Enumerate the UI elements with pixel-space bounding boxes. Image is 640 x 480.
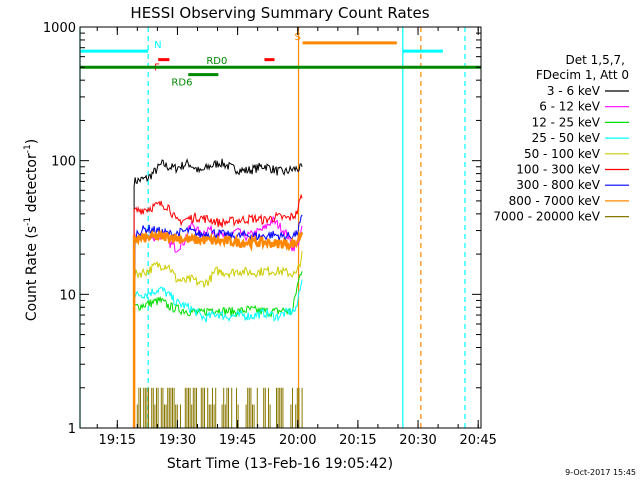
x-tick-label-2015: 20:15 bbox=[339, 433, 376, 448]
legend-header-line-2: FDecim 1, Att 0 bbox=[536, 68, 629, 82]
series-50-100-kev bbox=[133, 251, 303, 428]
x-tick-label-2045: 20:45 bbox=[459, 433, 496, 448]
flag-n-label: N bbox=[154, 40, 161, 51]
series-25-50-kev bbox=[133, 279, 303, 428]
legend-label-300-800-kev: 300 - 800 keV bbox=[516, 178, 600, 192]
legend-label-100-300-kev: 100 - 300 keV bbox=[516, 163, 600, 177]
legend-label-7000-20000-kev: 7000 - 20000 keV bbox=[493, 210, 600, 224]
series-7000-20000-kev bbox=[136, 387, 303, 428]
series-12-25-kev bbox=[133, 271, 303, 428]
legend-label-25-50-kev: 25 - 50 keV bbox=[532, 131, 601, 145]
legend-label-3-6-kev: 3 - 6 keV bbox=[547, 84, 601, 98]
footer-timestamp: 9-Oct-2017 15:45 bbox=[565, 468, 636, 477]
x-axis-label: Start Time (13-Feb-16 19:05:42) bbox=[167, 456, 393, 472]
legend-header-line-1: Det 1,5,7, bbox=[566, 53, 626, 67]
legend-label-12-25-kev: 12 - 25 keV bbox=[532, 115, 601, 129]
y-axis-label: Count Rate (s-1 detector-1) bbox=[23, 139, 40, 321]
series-800-7000-kev bbox=[132, 229, 304, 428]
legend-label-800-7000-kev: 800 - 7000 keV bbox=[509, 194, 601, 208]
flag-rd0-label: RD0 bbox=[206, 56, 227, 67]
y-tick-label-100: 100 bbox=[51, 155, 76, 170]
y-tick-label-10: 10 bbox=[59, 288, 76, 303]
x-tick-label-2030: 20:30 bbox=[399, 433, 436, 448]
series-3-6-kev bbox=[133, 158, 303, 428]
y-tick-label-1: 1 bbox=[68, 422, 76, 437]
x-tick-label-2000: 20:00 bbox=[279, 433, 316, 448]
series-100-300-kev bbox=[133, 193, 303, 428]
y-tick-label-1000: 1000 bbox=[43, 21, 76, 36]
x-tick-label-1915: 19:15 bbox=[99, 433, 136, 448]
chart-title: HESSI Observing Summary Count Rates bbox=[130, 4, 429, 22]
legend-label-50-100-kev: 50 - 100 keV bbox=[524, 147, 601, 161]
legend-label-6-12-kev: 6 - 12 keV bbox=[539, 100, 601, 114]
x-tick-label-1945: 19:45 bbox=[219, 433, 256, 448]
x-tick-label-1930: 19:30 bbox=[159, 433, 196, 448]
flag-rd6-label: RD6 bbox=[171, 78, 192, 89]
plot-frame bbox=[79, 26, 482, 429]
flag-s-label: S bbox=[295, 32, 301, 43]
